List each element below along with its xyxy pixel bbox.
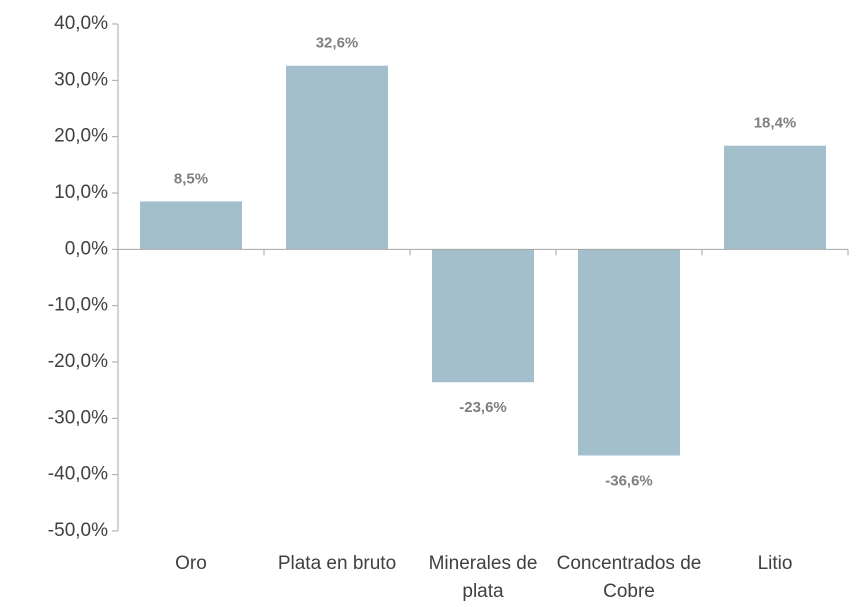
- x-tick-label: Oro: [175, 553, 207, 574]
- y-tick-label: -40,0%: [48, 464, 108, 485]
- y-tick-label: 0,0%: [65, 238, 108, 259]
- bar: [432, 249, 534, 383]
- y-tick-label: -30,0%: [48, 407, 108, 428]
- x-tick-label: Minerales de plata: [428, 553, 538, 602]
- bar: [724, 145, 826, 250]
- value-label: -36,6%: [605, 472, 653, 489]
- bar: [140, 201, 242, 250]
- value-label: -23,6%: [459, 399, 507, 416]
- value-label: 32,6%: [316, 35, 359, 52]
- bar: [578, 249, 680, 456]
- y-tick-label: 30,0%: [54, 69, 108, 90]
- y-tick-label: 40,0%: [54, 13, 108, 34]
- bar: [286, 65, 388, 250]
- y-tick-label: -20,0%: [48, 351, 108, 372]
- y-tick-label: -10,0%: [48, 295, 108, 316]
- y-tick-label: -50,0%: [48, 520, 108, 541]
- x-tick-label: Concentrados de Cobre: [556, 553, 702, 602]
- y-tick-label: 20,0%: [54, 126, 108, 147]
- value-label: 18,4%: [754, 115, 797, 132]
- value-label: 8,5%: [174, 170, 208, 187]
- x-tick-label: Plata en bruto: [277, 553, 397, 574]
- y-tick-label: 10,0%: [54, 182, 108, 203]
- x-tick-label: Litio: [757, 553, 793, 574]
